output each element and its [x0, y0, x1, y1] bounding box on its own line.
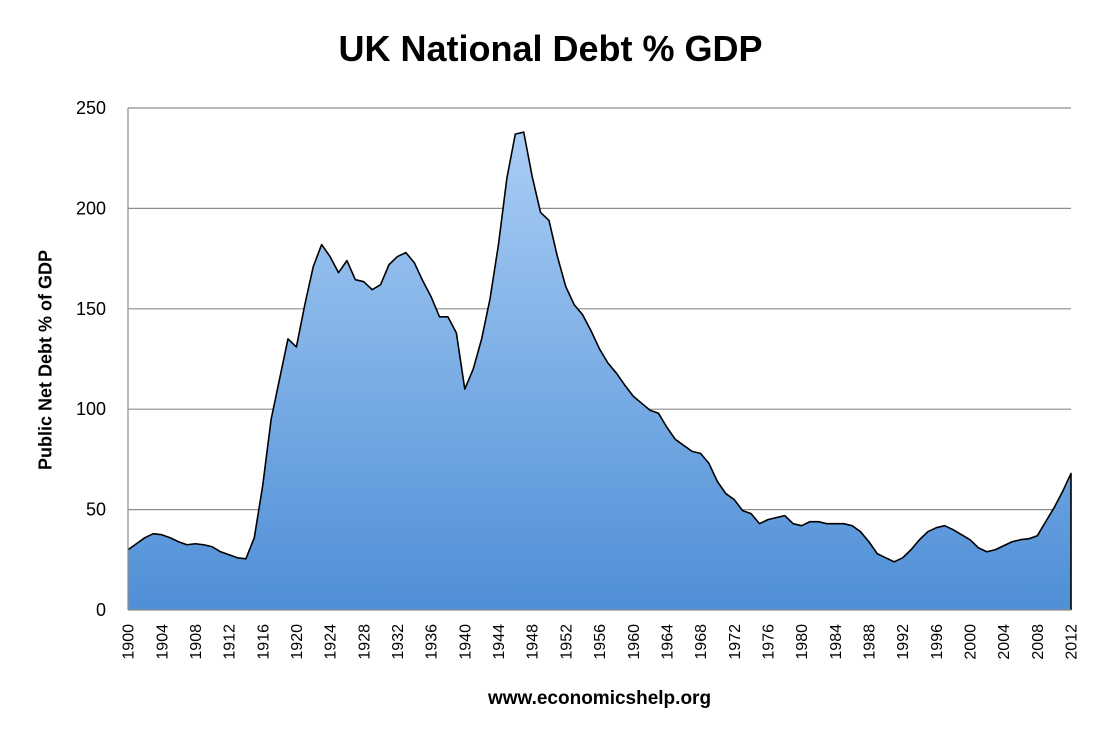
x-tick-label: 1964 — [659, 624, 676, 660]
y-tick-label: 50 — [86, 500, 106, 520]
x-tick-label: 1936 — [424, 624, 441, 660]
x-tick-label: 1992 — [895, 624, 912, 660]
x-tick-label: 2012 — [1064, 624, 1081, 660]
y-tick-label: 200 — [76, 198, 106, 218]
x-tick-label: 1976 — [760, 624, 777, 660]
x-tick-label: 1944 — [491, 624, 508, 660]
x-tick-label: 1940 — [457, 624, 474, 660]
y-axis-label: Public Net Debt % of GDP — [35, 249, 56, 471]
x-tick-label: 1984 — [828, 624, 845, 660]
x-tick-label: 1920 — [289, 624, 306, 660]
x-tick-label: 2000 — [963, 624, 980, 660]
y-tick-label: 0 — [96, 600, 106, 620]
x-tick-label: 1928 — [356, 624, 373, 660]
x-tick-label: 2008 — [1030, 624, 1047, 660]
x-tick-label: 1968 — [693, 624, 710, 660]
debt-series-line — [127, 131, 1072, 610]
x-tick-label: 1932 — [390, 624, 407, 660]
x-tick-label: 1956 — [592, 624, 609, 660]
x-tick-label: 1900 — [121, 624, 138, 660]
x-tick-label: 1988 — [862, 624, 879, 660]
x-tick-label: 1904 — [154, 624, 171, 660]
x-tick-label: 2004 — [996, 624, 1013, 660]
x-tick-label: 1960 — [626, 624, 643, 660]
x-tick-label: 1912 — [222, 624, 239, 660]
x-tick-label: 1980 — [794, 624, 811, 660]
x-tick-label: 1916 — [255, 624, 272, 660]
y-tick-label: 100 — [76, 399, 106, 419]
x-tick-label: 1952 — [558, 624, 575, 660]
debt-area — [128, 132, 1071, 610]
chart-title: UK National Debt % GDP — [338, 28, 763, 69]
y-tick-label: 150 — [76, 299, 106, 319]
x-tick-label: 1972 — [727, 624, 744, 660]
x-tick-label: 1948 — [525, 624, 542, 660]
y-tick-label: 250 — [76, 98, 106, 118]
x-tick-label: 1908 — [188, 624, 205, 660]
x-axis-label: www.economicshelp.org — [487, 688, 712, 709]
x-tick-label: 1996 — [929, 624, 946, 660]
x-tick-label: 1924 — [323, 624, 340, 660]
